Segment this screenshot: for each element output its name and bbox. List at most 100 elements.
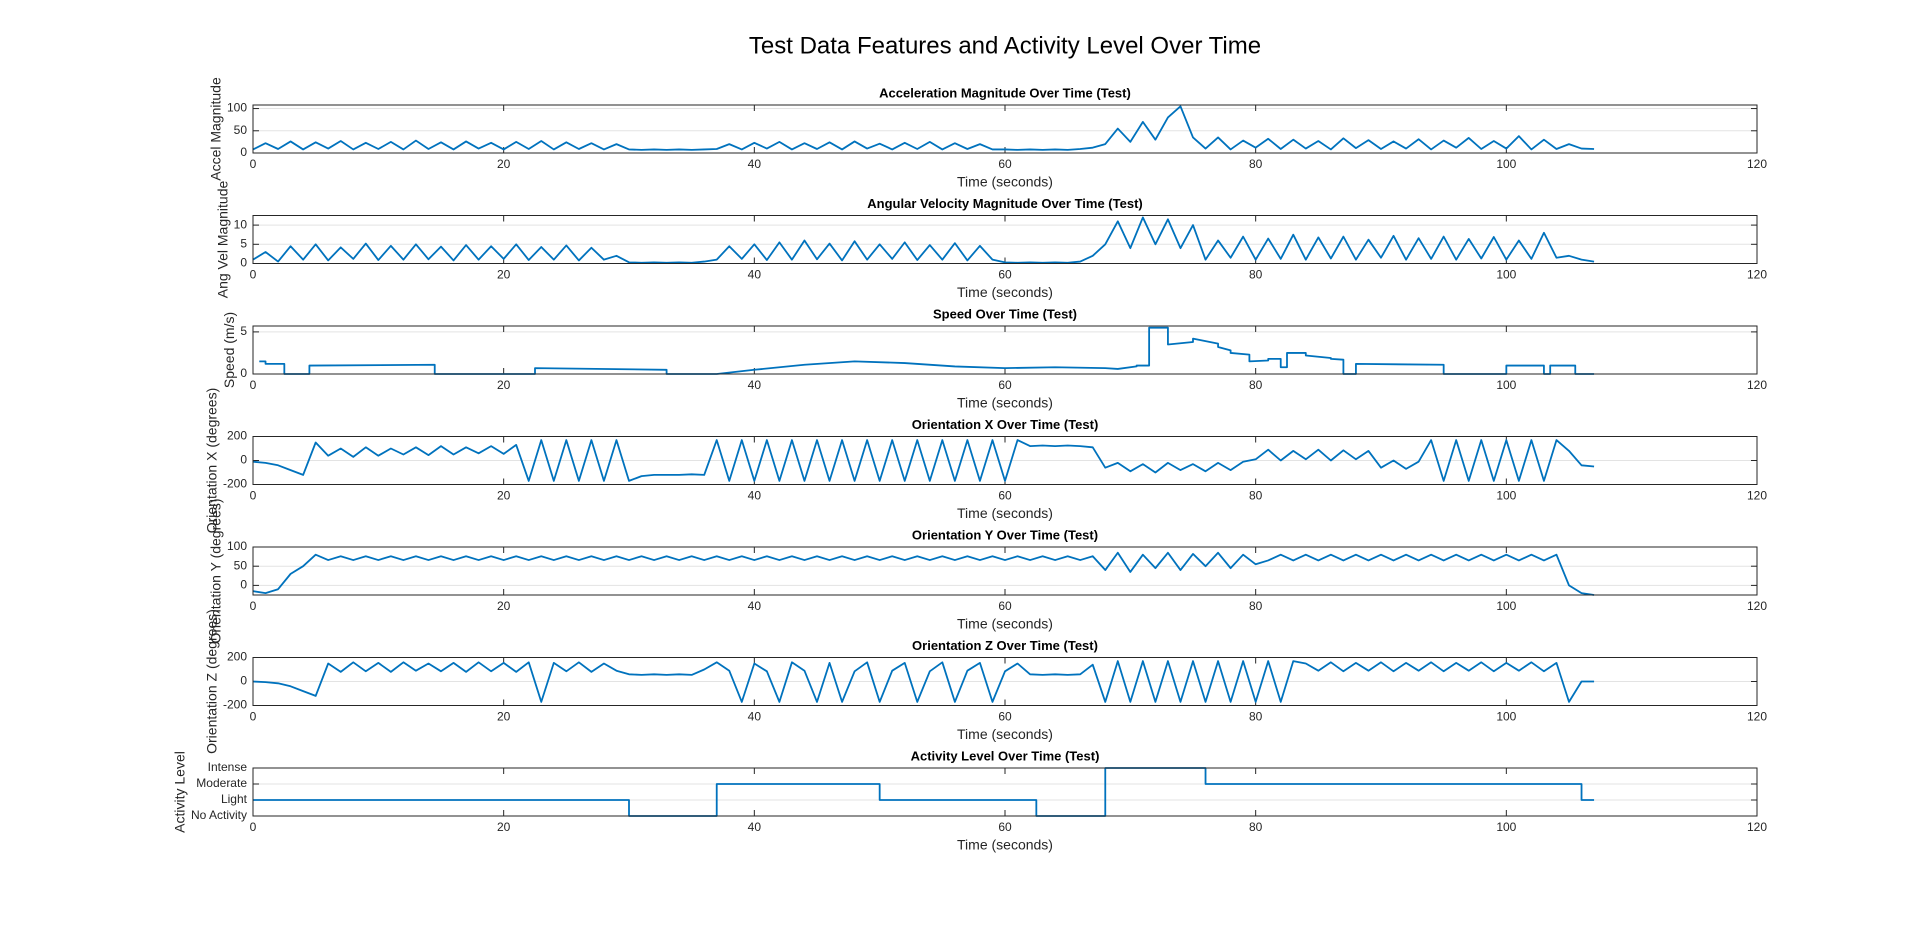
x-axis-label: Time (seconds) xyxy=(957,726,1053,742)
x-tick-label: 40 xyxy=(748,489,762,503)
axes-box xyxy=(252,657,1758,706)
y-axis-label: Orientation Z (degrees) xyxy=(204,609,220,754)
y-tick-label: 50 xyxy=(234,123,248,137)
y-axis-label: Activity Level xyxy=(172,751,188,833)
x-tick-label: 120 xyxy=(1747,378,1767,392)
x-tick-label: 120 xyxy=(1747,710,1767,724)
x-tick-label: 0 xyxy=(250,268,257,282)
x-tick-label: 100 xyxy=(1496,268,1516,282)
axes-box xyxy=(252,436,1758,485)
x-tick-label: 80 xyxy=(1249,820,1263,834)
x-tick-label: 100 xyxy=(1496,820,1516,834)
data-line xyxy=(252,660,1595,703)
x-tick-label: 120 xyxy=(1747,599,1767,613)
subplot: 0 50 100 0 20 40 60 80 100 120 Orientation Y Over … xyxy=(208,498,1768,643)
x-tick-label: 120 xyxy=(1747,820,1767,834)
x-tick-label: 60 xyxy=(998,268,1012,282)
x-tick-label: 60 xyxy=(998,599,1012,613)
x-tick-label: 20 xyxy=(497,268,511,282)
y-tick-label: Moderate xyxy=(196,776,247,790)
x-tick-label: 120 xyxy=(1747,489,1767,503)
y-axis-label: Orientation X (degrees) xyxy=(204,388,220,534)
x-axis-label: Time (seconds) xyxy=(957,616,1053,632)
x-tick-label: 60 xyxy=(998,157,1012,171)
x-tick-label: 100 xyxy=(1496,489,1516,503)
x-tick-label: 40 xyxy=(748,599,762,613)
axes-box xyxy=(252,325,1758,375)
subplot: 0 50 100 0 20 40 60 80 100 120 Acceleration Magnit… xyxy=(208,77,1768,190)
y-tick-label: 5 xyxy=(240,236,247,250)
y-tick-label: No Activity xyxy=(191,808,247,822)
y-tick-label: 10 xyxy=(234,217,248,231)
data-line xyxy=(252,439,1595,482)
x-tick-label: 80 xyxy=(1249,489,1263,503)
data-line xyxy=(259,326,1595,375)
y-tick-label: 200 xyxy=(227,429,247,443)
y-tick-label: 200 xyxy=(227,650,247,664)
subplot: 0 5 0 20 40 60 80 100 120 Speed Over Time (Test) T… xyxy=(221,306,1767,410)
y-tick-label: 100 xyxy=(227,101,247,115)
x-tick-label: 0 xyxy=(250,820,257,834)
y-tick-label: Intense xyxy=(208,760,248,774)
x-tick-label: 40 xyxy=(748,710,762,724)
x-tick-label: 0 xyxy=(250,489,257,503)
x-axis-label: Time (seconds) xyxy=(957,837,1053,853)
x-tick-label: 0 xyxy=(250,157,257,171)
data-line xyxy=(252,216,1595,264)
y-axis-label: Speed (m/s) xyxy=(221,312,237,388)
subplot-title: Orientation Z Over Time (Test) xyxy=(912,638,1098,653)
y-tick-label: Light xyxy=(221,792,248,806)
x-axis-label: Time (seconds) xyxy=(957,284,1053,300)
data-line xyxy=(252,551,1595,596)
x-tick-label: 100 xyxy=(1496,378,1516,392)
axes-box xyxy=(252,767,1758,817)
x-tick-label: 40 xyxy=(748,820,762,834)
x-tick-label: 60 xyxy=(998,710,1012,724)
y-axis-label: Orientation Y (degrees) xyxy=(208,498,224,643)
plot-area xyxy=(253,215,1757,264)
y-tick-label: -200 xyxy=(223,698,247,712)
x-tick-label: 80 xyxy=(1249,157,1263,171)
y-tick-label: 0 xyxy=(240,366,247,380)
y-tick-label: 50 xyxy=(234,558,248,572)
plot-area xyxy=(253,105,1757,153)
x-tick-label: 80 xyxy=(1249,710,1263,724)
subplot-title: Activity Level Over Time (Test) xyxy=(911,748,1100,763)
x-tick-label: 80 xyxy=(1249,599,1263,613)
data-line xyxy=(252,105,1595,151)
x-tick-label: 20 xyxy=(497,157,511,171)
y-tick-label: 0 xyxy=(240,145,247,159)
y-tick-label: 100 xyxy=(227,539,247,553)
y-tick-label: -200 xyxy=(223,477,247,491)
x-tick-label: 0 xyxy=(250,710,257,724)
subplot-title: Speed Over Time (Test) xyxy=(933,306,1077,321)
axes-box xyxy=(252,215,1758,264)
x-tick-label: 60 xyxy=(998,378,1012,392)
x-tick-label: 0 xyxy=(250,378,257,392)
subplot-title: Acceleration Magnitude Over Time (Test) xyxy=(879,85,1131,100)
subplot-title: Orientation Y Over Time (Test) xyxy=(912,527,1098,542)
x-tick-label: 20 xyxy=(497,599,511,613)
x-tick-label: 80 xyxy=(1249,378,1263,392)
axes-box xyxy=(252,104,1758,154)
y-axis-label: Accel Magnitude xyxy=(208,77,224,181)
x-tick-label: 60 xyxy=(998,820,1012,834)
subplot-title: Orientation X Over Time (Test) xyxy=(912,417,1099,432)
x-tick-label: 40 xyxy=(748,157,762,171)
y-tick-label: 0 xyxy=(240,256,247,270)
x-tick-label: 20 xyxy=(497,710,511,724)
x-tick-label: 40 xyxy=(748,268,762,282)
y-tick-label: 5 xyxy=(240,324,247,338)
plot-area xyxy=(253,768,1757,816)
x-tick-label: 0 xyxy=(250,599,257,613)
x-tick-label: 20 xyxy=(497,820,511,834)
x-axis-label: Time (seconds) xyxy=(957,174,1053,190)
x-tick-label: 80 xyxy=(1249,268,1263,282)
subplot: No Activity Light Moderate Intense 0 20 40 60 80… xyxy=(172,748,1768,852)
x-tick-label: 100 xyxy=(1496,710,1516,724)
y-tick-label: 0 xyxy=(240,578,247,592)
